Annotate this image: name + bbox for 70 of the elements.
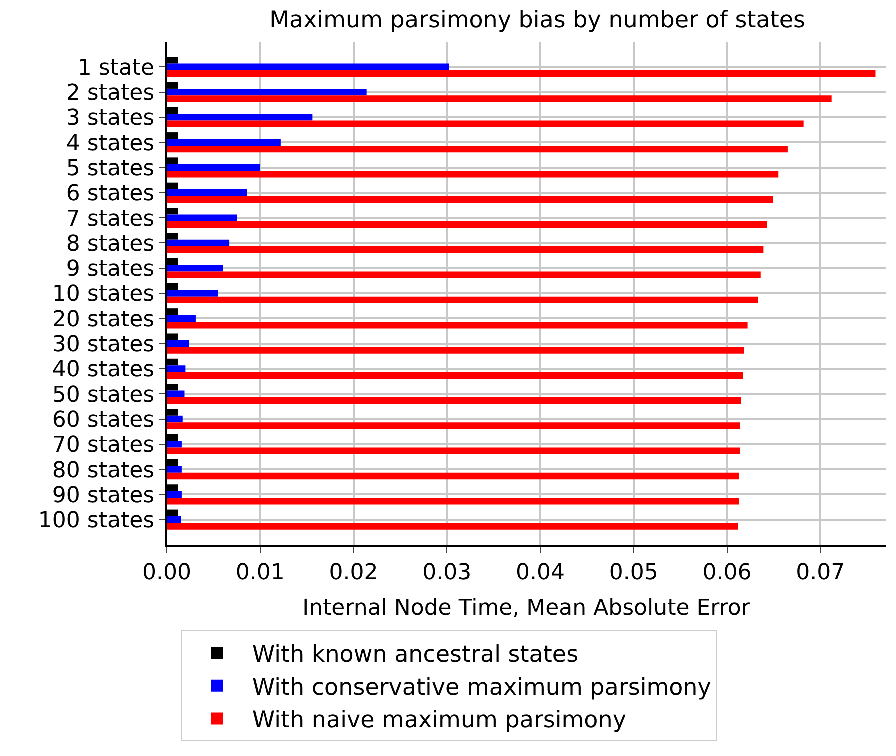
bar [167, 422, 740, 430]
bar [167, 372, 744, 380]
legend-label: With naive maximum parsimony [252, 708, 626, 734]
bar [167, 214, 238, 222]
bar [167, 272, 761, 278]
bar [167, 114, 313, 121]
bar [167, 265, 224, 272]
x-tick-label: 0.06 [702, 560, 752, 586]
bar [167, 196, 774, 203]
x-tick-label: 0.05 [609, 560, 658, 586]
x-tick-label: 0.02 [329, 560, 378, 586]
bar [167, 171, 779, 178]
y-tick-label: 9 states [66, 257, 155, 282]
bar [167, 96, 832, 102]
bar [167, 366, 186, 372]
chart-title: Maximum parsimony bias by number of states [270, 7, 806, 34]
bar [167, 347, 744, 354]
y-tick-label: 4 states [66, 131, 155, 156]
y-tick-label: 3 states [66, 106, 155, 132]
y-tick-label: 1 state [78, 56, 155, 81]
bar [167, 246, 764, 254]
y-tick-label: 100 states [38, 508, 155, 534]
x-tick-label: 0.01 [236, 560, 285, 586]
bar [167, 466, 182, 473]
bar [167, 88, 367, 96]
bar [167, 164, 260, 172]
bar [167, 491, 182, 498]
bar [167, 523, 738, 530]
y-tick-label: 20 states [52, 307, 155, 332]
y-tick-label: 30 states [52, 332, 155, 358]
y-tick-label: 10 states [52, 282, 155, 308]
y-tick-label: 7 states [66, 206, 155, 232]
bar [167, 340, 190, 348]
bar [167, 190, 248, 196]
bar [167, 146, 788, 153]
x-tick-label: 0.03 [422, 560, 472, 586]
x-tick-label: 0.07 [796, 560, 846, 586]
legend-label: With conservative maximum parsimony [252, 674, 712, 701]
y-tick-label: 8 states [66, 232, 155, 257]
bar [167, 64, 449, 70]
y-tick-label: 60 states [52, 408, 155, 433]
y-tick-label: 80 states [52, 458, 155, 484]
bar [167, 498, 740, 505]
x-axis-title: Internal Node Time, Mean Absolute Error [302, 596, 752, 621]
bar [167, 296, 758, 304]
x-tick-label: 0.00 [142, 560, 192, 586]
bar [167, 390, 185, 398]
y-tick-label: 70 states [52, 433, 155, 458]
bar [167, 516, 182, 524]
bar [167, 472, 740, 480]
bar [167, 70, 876, 78]
bar [167, 322, 748, 329]
bar [167, 441, 182, 448]
y-tick-label: 5 states [66, 156, 155, 182]
bar [167, 221, 768, 228]
y-tick-label: 50 states [52, 382, 155, 408]
bar [167, 240, 230, 247]
bar [167, 448, 740, 454]
y-tick-label: 6 states [66, 182, 155, 207]
bar [167, 416, 183, 423]
bar [167, 120, 804, 128]
bar [167, 315, 196, 322]
y-tick-label: 2 states [66, 81, 155, 106]
bar [167, 290, 218, 297]
y-tick-label: 40 states [52, 358, 155, 383]
y-tick-label: 90 states [52, 483, 155, 508]
legend-label: With known ancestral states [252, 642, 579, 668]
bar [167, 397, 742, 404]
x-tick-label: 0.04 [516, 560, 565, 586]
bar [167, 139, 281, 146]
